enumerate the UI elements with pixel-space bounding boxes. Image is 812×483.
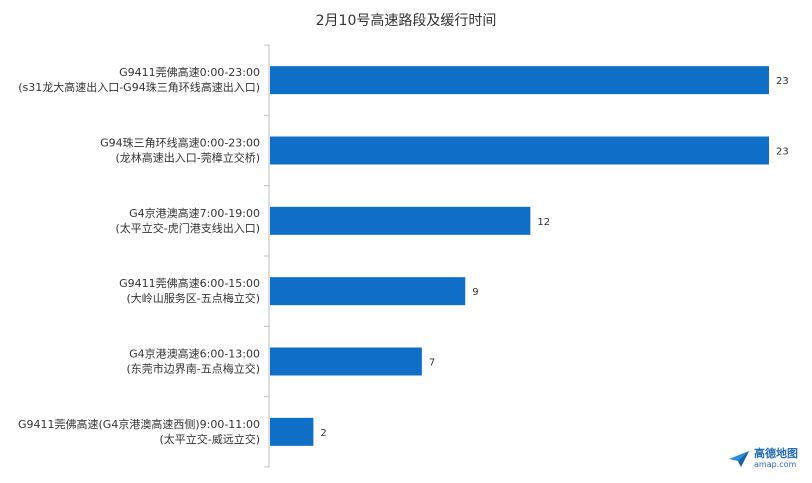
value-label: 23 xyxy=(776,76,789,87)
logo-name: 高德地图 xyxy=(754,447,798,460)
bar xyxy=(270,417,314,446)
bar xyxy=(270,136,769,165)
bar xyxy=(270,66,769,95)
paper-plane-icon xyxy=(729,450,749,467)
bar xyxy=(270,277,466,306)
value-label: 12 xyxy=(537,217,550,228)
category-label: G4京港澳高速7:00-19:00 xyxy=(129,206,260,220)
category-label: (太平立交-威远立交) xyxy=(159,432,260,446)
value-label: 7 xyxy=(429,358,435,369)
value-label: 2 xyxy=(320,428,326,439)
category-label: (s31龙大高速出入口-G94珠三角环线高速出入口) xyxy=(18,80,260,94)
category-label: (龙林高速出入口-莞樟立交桥) xyxy=(115,151,260,165)
bar xyxy=(270,347,422,376)
category-label: (大岭山服务区-五点梅立交) xyxy=(126,291,260,305)
category-label: G94珠三角环线高速0:00-23:00 xyxy=(100,136,260,150)
category-label: (东莞市边界南-五点梅立交) xyxy=(126,362,260,376)
category-label: G9411莞佛高速0:00-23:00 xyxy=(119,65,260,79)
category-label: (太平立交-虎门港支线出入口) xyxy=(115,221,260,235)
value-label: 23 xyxy=(776,147,789,158)
chart-title: 2月10号高速路段及缓行时间 xyxy=(315,13,497,29)
value-label: 9 xyxy=(472,287,478,298)
category-label: G9411莞佛高速6:00-15:00 xyxy=(119,276,260,290)
category-label: G4京港澳高速6:00-13:00 xyxy=(129,347,260,361)
logo-url: amap.com xyxy=(754,460,797,469)
category-label: G9411莞佛高速(G4京港澳高速西侧)9:00-11:00 xyxy=(18,417,260,431)
bar xyxy=(270,206,531,235)
amap-logo: 高德地图 amap.com xyxy=(728,448,798,469)
